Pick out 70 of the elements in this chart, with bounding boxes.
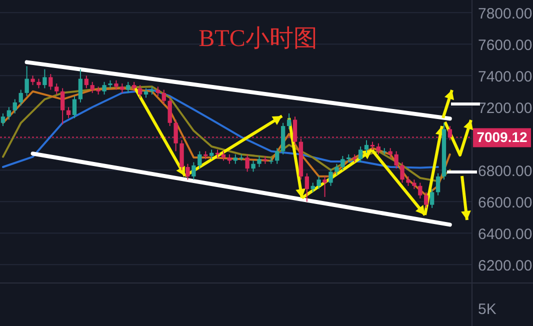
candlestick: [180, 140, 184, 171]
candlestick: [418, 182, 422, 200]
candlestick: [227, 154, 232, 164]
candlestick: [132, 81, 136, 92]
candlestick: [42, 68, 47, 89]
candlestick: [316, 176, 321, 190]
candlestick: [12, 98, 17, 114]
candlestick: [412, 179, 416, 190]
candlestick: [18, 89, 23, 106]
candlestick: [192, 162, 196, 180]
candlestick: [78, 68, 83, 103]
ref-line-label: 7009.12: [476, 129, 528, 146]
candlestick: [54, 82, 59, 96]
candlestick: [328, 168, 333, 186]
y-tick-label: 6400.00: [478, 226, 532, 244]
candlestick: [138, 84, 142, 98]
candlestick: [388, 148, 392, 158]
y-tick-label: 7800.00: [478, 6, 532, 23]
candlestick: [144, 88, 148, 98]
candlestick: [358, 146, 363, 163]
candlestick: [90, 81, 94, 94]
candlestick: [430, 188, 434, 208]
candlestick: [30, 75, 35, 86]
candlestick: [126, 81, 130, 94]
candlestick: [257, 155, 262, 168]
candlestick: [36, 78, 41, 89]
candlestick: [394, 150, 398, 170]
candlestick: [275, 148, 280, 164]
candlestick: [286, 112, 292, 130]
candlestick: [168, 97, 172, 127]
candlestick: [364, 140, 369, 154]
candlestick: [340, 155, 345, 171]
y-tick-label: 7400.00: [478, 68, 532, 86]
candlestick: [376, 142, 381, 155]
candlestick: [251, 160, 256, 172]
line-series: [2, 88, 439, 169]
candlestick: [310, 182, 315, 193]
candlestick: [198, 150, 202, 170]
y-tick-label: 6200.00: [478, 258, 532, 275]
candlestick: [72, 96, 77, 119]
text: 5K: [478, 301, 496, 318]
candlestick: [424, 192, 428, 208]
candlestick: [156, 86, 160, 97]
candlestick: [209, 149, 214, 160]
text: BTC小时图: [198, 26, 318, 52]
candlestick: [114, 80, 118, 90]
candlestick: [406, 176, 410, 186]
candlestick: [334, 163, 339, 176]
y-tick-label: 6600.00: [478, 194, 532, 212]
candlestick: [24, 66, 29, 97]
candlestick: [0, 112, 6, 127]
candlestick: [233, 154, 238, 164]
candlestick: [60, 88, 65, 125]
candlestick: [66, 106, 71, 119]
candlestick: [436, 172, 440, 196]
y-tick-label: 6800.00: [478, 163, 532, 180]
candlestick: [245, 154, 250, 172]
candlestick: [48, 74, 53, 90]
candlestick: [102, 81, 106, 96]
candlestick: [6, 106, 12, 120]
candlestick: [322, 176, 327, 198]
candlestick: [221, 150, 226, 162]
candlestick: [186, 163, 190, 180]
candlestick: [304, 172, 310, 202]
candlestick: [162, 89, 166, 104]
candlestick: [84, 75, 88, 89]
candlestick: [400, 162, 404, 184]
y-tick-label: 7200.00: [478, 100, 532, 118]
y-tick-label: 7600.00: [478, 37, 532, 54]
candlestick: [120, 82, 124, 94]
